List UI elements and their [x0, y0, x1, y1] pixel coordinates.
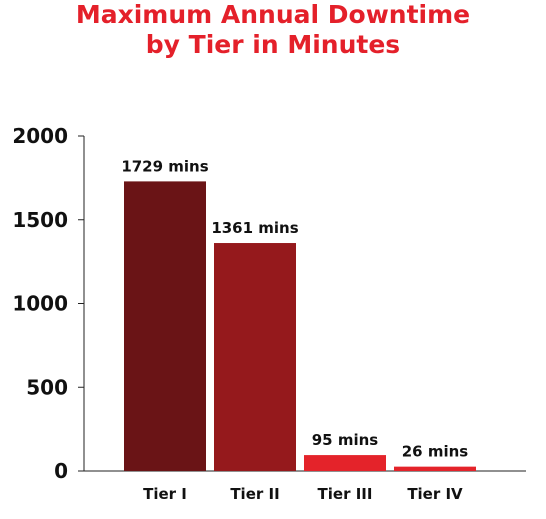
data-label-1: 1729 mins	[121, 157, 208, 175]
y-tick-label: 1000	[12, 292, 68, 316]
bar-2	[214, 243, 296, 471]
data-label-3: 95 mins	[312, 431, 379, 449]
x-tick-label-1: Tier I	[143, 485, 187, 503]
bar-4	[394, 466, 476, 471]
y-axis-ticks: 0 500 1000 1500 2000	[12, 124, 84, 483]
chart-title: Maximum Annual Downtime by Tier in Minut…	[76, 0, 470, 59]
chart-title-line-2: by Tier in Minutes	[146, 30, 400, 59]
x-tick-label-3: Tier III	[318, 485, 373, 503]
data-labels: 1729 mins 1361 mins 95 mins 26 mins	[121, 157, 468, 460]
data-label-4: 26 mins	[402, 443, 469, 461]
x-axis-tick-labels: Tier I Tier II Tier III Tier IV	[143, 485, 463, 503]
chart-title-line-1: Maximum Annual Downtime	[76, 0, 470, 29]
y-tick-label: 2000	[12, 124, 68, 148]
data-label-2: 1361 mins	[211, 219, 298, 237]
y-tick-label: 0	[54, 459, 68, 483]
bars	[124, 181, 476, 471]
y-tick-label: 1500	[12, 208, 68, 232]
x-tick-label-2: Tier II	[230, 485, 279, 503]
x-tick-label-4: Tier IV	[407, 485, 463, 503]
bar-1	[124, 181, 206, 471]
y-tick-label: 500	[26, 375, 68, 399]
bar-3	[304, 455, 386, 471]
